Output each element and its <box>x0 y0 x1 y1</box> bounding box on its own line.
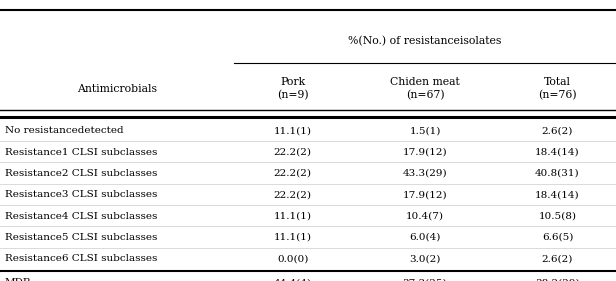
Text: Resistance1 CLSI subclasses: Resistance1 CLSI subclasses <box>5 148 157 157</box>
Text: 6.6(5): 6.6(5) <box>542 233 573 242</box>
Text: 1.5(1): 1.5(1) <box>410 126 440 135</box>
Text: 6.0(4): 6.0(4) <box>410 233 440 242</box>
Text: 11.1(1): 11.1(1) <box>274 233 312 242</box>
Text: Pork
(n=9): Pork (n=9) <box>277 77 309 100</box>
Text: Total
(n=76): Total (n=76) <box>538 77 577 100</box>
Text: Resistance2 CLSI subclasses: Resistance2 CLSI subclasses <box>5 169 157 178</box>
Text: Antimicrobials: Antimicrobials <box>77 83 157 94</box>
Text: 18.4(14): 18.4(14) <box>535 148 580 157</box>
Text: MDR: MDR <box>5 278 31 281</box>
Text: Chiden meat
(n=67): Chiden meat (n=67) <box>390 77 460 100</box>
Text: 2.6(2): 2.6(2) <box>542 126 573 135</box>
Text: 18.4(14): 18.4(14) <box>535 190 580 199</box>
Text: 44.4(4): 44.4(4) <box>274 278 312 281</box>
Text: Resistance6 CLSI subclasses: Resistance6 CLSI subclasses <box>5 254 157 263</box>
Text: 38.2(29): 38.2(29) <box>535 278 580 281</box>
Text: 43.3(29): 43.3(29) <box>403 169 447 178</box>
Text: 37.3(25): 37.3(25) <box>403 278 447 281</box>
Text: No resistancedetected: No resistancedetected <box>5 126 124 135</box>
Text: 0.0(0): 0.0(0) <box>277 254 308 263</box>
Text: 2.6(2): 2.6(2) <box>542 254 573 263</box>
Text: 3.0(2): 3.0(2) <box>410 254 440 263</box>
Text: Resistance3 CLSI subclasses: Resistance3 CLSI subclasses <box>5 190 157 199</box>
Text: 10.5(8): 10.5(8) <box>538 212 577 221</box>
Text: 10.4(7): 10.4(7) <box>406 212 444 221</box>
Text: 40.8(31): 40.8(31) <box>535 169 580 178</box>
Text: %(No.) of resistanceisolates: %(No.) of resistanceisolates <box>349 36 501 46</box>
Text: 17.9(12): 17.9(12) <box>403 148 447 157</box>
Text: 11.1(1): 11.1(1) <box>274 126 312 135</box>
Text: 11.1(1): 11.1(1) <box>274 212 312 221</box>
Text: 22.2(2): 22.2(2) <box>274 190 312 199</box>
Text: Resistance5 CLSI subclasses: Resistance5 CLSI subclasses <box>5 233 157 242</box>
Text: 22.2(2): 22.2(2) <box>274 169 312 178</box>
Text: 17.9(12): 17.9(12) <box>403 190 447 199</box>
Text: Resistance4 CLSI subclasses: Resistance4 CLSI subclasses <box>5 212 157 221</box>
Text: 22.2(2): 22.2(2) <box>274 148 312 157</box>
